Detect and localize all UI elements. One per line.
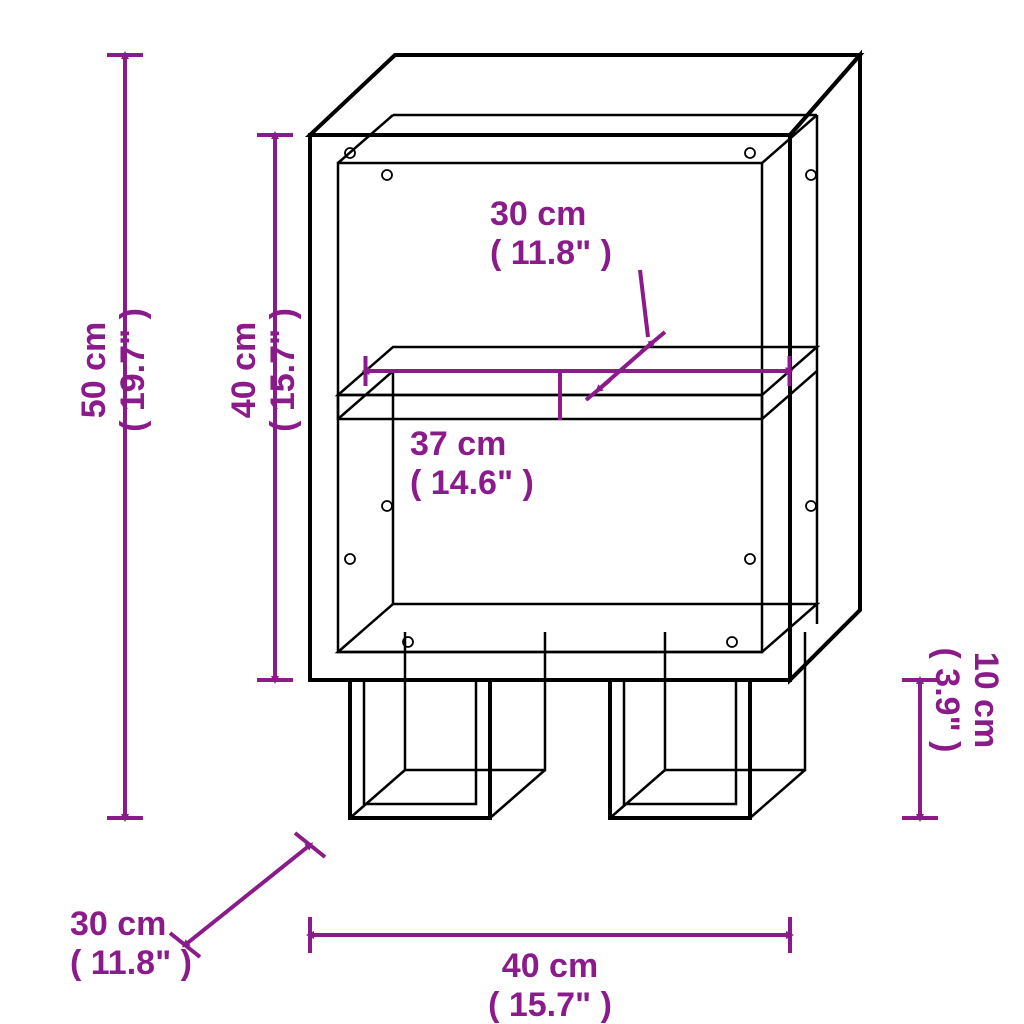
shelf-pin-hole xyxy=(745,148,755,158)
dim-outer-width-cm: 40 cm xyxy=(502,947,598,985)
shelf-pin-hole xyxy=(745,554,755,564)
shelf-pin-hole xyxy=(806,170,816,180)
shelf-pin-hole xyxy=(382,501,392,511)
leg-join xyxy=(350,770,405,818)
dim-leg-height-cm: 10 cm xyxy=(967,652,1005,748)
dim-body-height-cm: 40 cm xyxy=(225,322,263,418)
dim-leg-height-label: 10 cm( 3.9" ) xyxy=(928,648,1005,753)
dim-inner-depth-in: ( 11.8" ) xyxy=(490,234,612,272)
dim-inner-width-label: 37 cm( 14.6" ) xyxy=(410,425,534,502)
inner-floor xyxy=(338,604,817,652)
cabinet-top-face xyxy=(310,55,860,135)
shelf-pin-hole xyxy=(806,501,816,511)
dim-inner-width-in: ( 14.6" ) xyxy=(410,464,534,502)
dim-outer-width-in: ( 15.7" ) xyxy=(488,986,612,1024)
leg-front xyxy=(350,680,490,818)
leg-join xyxy=(610,770,665,818)
dim-outer-depth-label: 30 cm( 11.8" ) xyxy=(70,905,192,982)
dim-leg-height-in: ( 3.9" ) xyxy=(928,648,966,753)
dim-outer-width-label: 40 cm( 15.7" ) xyxy=(488,947,612,1024)
leg-join xyxy=(750,770,805,818)
leg-front-inner xyxy=(364,680,476,804)
dim-outer-depth-in: ( 11.8" ) xyxy=(70,944,192,982)
cabinet-right-face xyxy=(790,55,860,680)
dim-inner-depth-cm: 30 cm xyxy=(490,195,586,233)
dim-body-height-in: ( 15.7" ) xyxy=(264,308,302,432)
shelf-pin-hole xyxy=(727,637,737,647)
leg-join xyxy=(490,770,545,818)
shelf-pin-hole xyxy=(382,170,392,180)
dim-inner-depth xyxy=(598,342,653,390)
shelf-front xyxy=(338,395,762,419)
dim-total-height-label: 50 cm( 19.7" ) xyxy=(75,308,152,432)
dim-body-height-label: 40 cm( 15.7" ) xyxy=(225,308,302,432)
shelf-pin-hole xyxy=(345,554,355,564)
leg-front-inner xyxy=(624,680,736,804)
dim-outer-depth xyxy=(185,845,310,945)
dim-total-height-cm: 50 cm xyxy=(75,322,113,418)
dim-outer-depth-cm: 30 cm xyxy=(70,905,166,943)
dim-inner-depth-label: 30 cm( 11.8" ) xyxy=(490,195,612,272)
dim-total-height-in: ( 19.7" ) xyxy=(114,308,152,432)
dim-inner-width-cm: 37 cm xyxy=(410,425,506,463)
leg-front xyxy=(610,680,750,818)
dim-leader xyxy=(640,270,648,337)
